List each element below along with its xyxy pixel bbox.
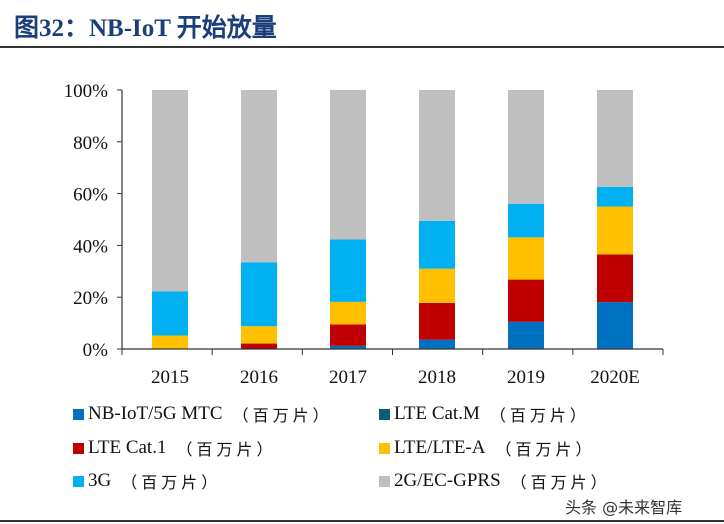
x-tick-label: 2017 [329,367,367,388]
bar-segment [330,345,366,349]
legend-label: NB-IoT/5G MTC [88,403,223,424]
bar-segment [508,279,544,322]
bar-segment [152,90,188,292]
y-tick-label: 20% [73,288,108,309]
bottom-divider [0,520,724,522]
x-tick-label: 2018 [418,367,456,388]
bar-segment [241,343,277,349]
legend-item: LTE Cat.1 （百万片） [73,436,276,460]
bar-segment [330,90,366,240]
legend-unit: （百万片） [495,440,596,459]
legend-swatch [379,442,390,454]
legend-unit: （百万片） [232,406,333,425]
bar-segment [152,291,188,336]
legend-label: LTE Cat.1 [88,437,167,458]
x-tick-label: 2016 [240,367,278,388]
bar-segment [597,254,633,303]
y-tick-label: 60% [73,185,108,206]
bar-segment [419,220,455,269]
legend-unit: （百万片） [510,473,611,492]
bar-segment [597,90,633,187]
bar-segment [597,186,633,207]
x-tick-label: 2019 [507,367,545,388]
legend-label: 3G [88,470,112,491]
bar-segment [508,203,544,238]
legend-label: 2G/EC-GPRS [394,470,501,491]
legend-item: LTE/LTE-A （百万片） [379,436,596,460]
legend-swatch [379,408,390,420]
bar-segment [152,335,188,349]
title-divider [0,46,724,48]
x-tick-label: 2015 [151,367,189,388]
y-tick-label: 80% [73,133,108,154]
legend-label: LTE/LTE-A [394,437,486,458]
bar-segment [508,237,544,280]
y-tick-label: 0% [83,340,109,361]
bar-segment [241,262,277,327]
y-tick-label: 40% [73,236,108,257]
legend-item: 3G （百万片） [73,469,221,493]
bar-segment [330,301,366,325]
legend-swatch [379,475,390,487]
chart-title: 图32：NB-IoT 开始放量 [14,15,277,42]
legend-label: LTE Cat.M [394,403,480,424]
bar-segment [508,90,544,204]
legend-swatch [73,475,84,487]
x-tick-label: 2020E [590,367,640,388]
bar-segment [330,239,366,302]
bar-segment [508,321,544,349]
legend-item: 2G/EC-GPRS （百万片） [379,469,611,493]
bar-segment [241,326,277,344]
legend-item: LTE Cat.M （百万片） [379,402,590,426]
bar-segment [419,339,455,349]
legend-unit: （百万片） [489,406,590,425]
bar-segment [419,90,455,221]
y-tick-label: 100% [64,81,109,102]
bar-segment [241,90,277,263]
legend-swatch [73,442,84,454]
legend-unit: （百万片） [176,440,277,459]
legend-swatch [73,408,84,420]
bar-segment [330,324,366,346]
legend-unit: （百万片） [121,473,222,492]
bar-segment [597,206,633,255]
bar-segment [419,302,455,340]
legend-item: NB-IoT/5G MTC （百万片） [73,402,333,426]
bar-segment [597,302,633,349]
stacked-bar-chart: 2015 2016 2017 2018 2019 2020E 0% 20% 40% 60% 80% 1… [64,81,664,388]
bar-segment [419,268,455,303]
watermark: 头条 @未来智库 [565,498,683,517]
